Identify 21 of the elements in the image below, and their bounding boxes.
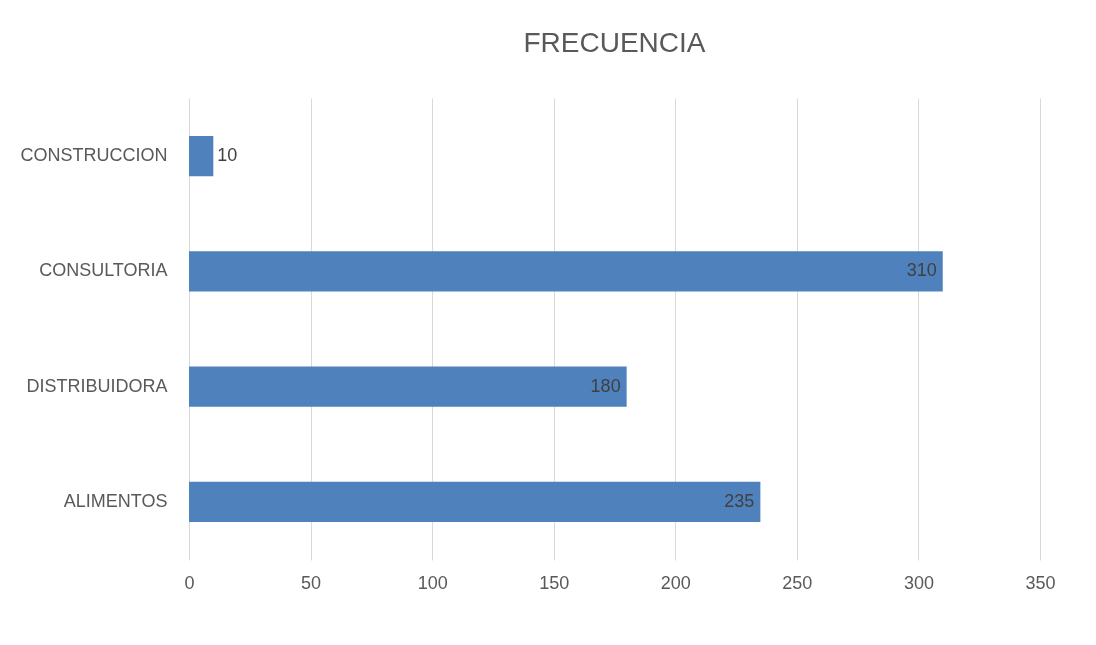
bar [189, 366, 627, 407]
y-tick-label: ALIMENTOS [63, 490, 168, 511]
x-tick-label: 200 [660, 572, 691, 593]
x-tick-label: 250 [782, 572, 813, 593]
y-tick-label: CONSULTORIA [39, 260, 168, 281]
bar [189, 136, 214, 177]
data-label: 235 [724, 490, 755, 511]
bar [189, 251, 943, 292]
data-label: 310 [906, 260, 937, 281]
chart-title: FRECUENCIA [523, 27, 706, 58]
x-tick-label: 50 [301, 572, 322, 593]
data-label: 180 [590, 375, 621, 396]
y-tick-label: DISTRIBUIDORA [26, 375, 168, 396]
x-tick-label: 350 [1025, 572, 1056, 593]
data-label: 10 [217, 145, 238, 166]
x-tick-label: 300 [903, 572, 934, 593]
x-tick-label: 0 [184, 572, 195, 593]
y-tick-label: CONSTRUCCION [20, 145, 168, 166]
x-tick-label: 150 [539, 572, 570, 593]
bar [189, 481, 761, 522]
x-tick-label: 100 [417, 572, 448, 593]
